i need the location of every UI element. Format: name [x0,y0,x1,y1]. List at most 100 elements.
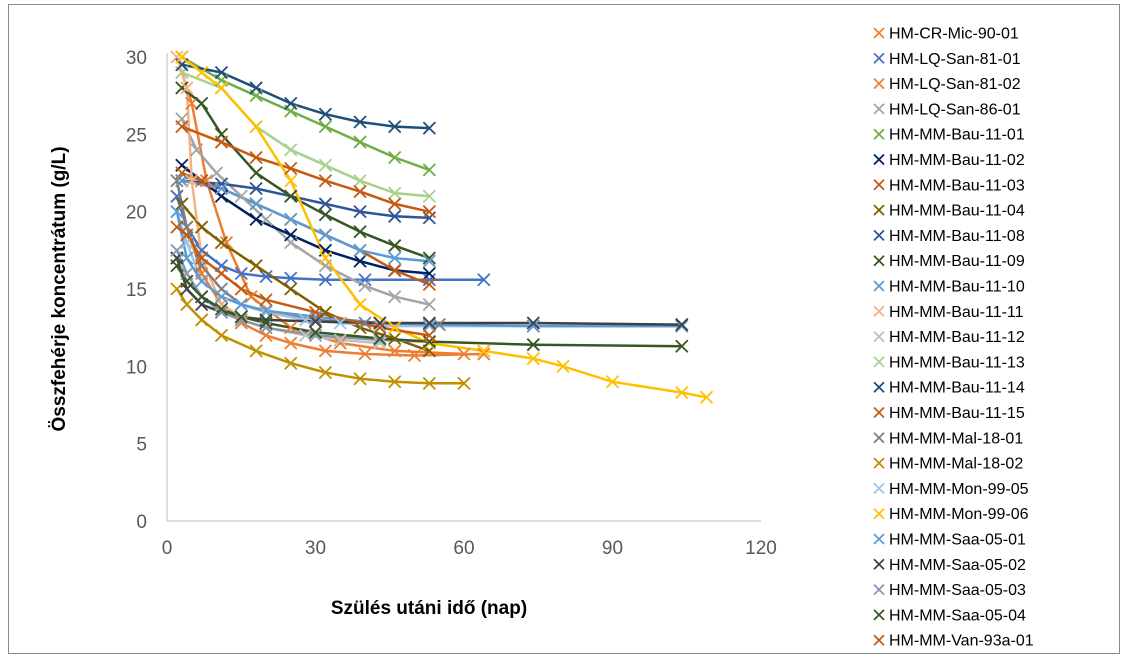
legend-label: HM-MM-Bau-11-10 [889,279,1025,296]
data-point [308,325,323,339]
data-point [422,121,436,135]
data-point [185,96,199,111]
data-point [353,174,367,188]
data-point [318,344,333,358]
legend-marker [873,27,885,39]
data-point [333,333,347,347]
data-point [422,297,436,312]
x-axis-title: Szülés utáni idő (nap) [331,598,527,619]
data-point [373,333,387,347]
data-point [605,375,620,389]
data-point [373,319,387,333]
legend-marker [873,179,885,191]
plot-markers [170,50,714,404]
data-point [353,225,367,239]
data-point [318,197,333,211]
legend-label: HM-LQ-San-86-01 [889,101,1021,118]
legend-label: HM-MM-Saa-05-03 [889,582,1026,599]
data-point [259,304,273,318]
data-point [457,376,471,390]
chart-frame: 0 30 60 90 120 0 5 10 15 20 25 30 Szülés utáni idő … [8,4,1120,654]
data-point [170,205,184,219]
legend-item: HM-MM-Saa-05-04 [873,607,1026,624]
legend-item: HM-MM-Saa-05-01 [873,532,1026,549]
legend-marker [873,406,885,419]
data-point [422,277,436,291]
data-point [259,269,273,284]
data-point [422,189,436,203]
data-point [249,181,263,196]
data-point [318,208,333,222]
legend-marker [873,457,885,469]
legend-label: HM-MM-Bau-11-04 [889,203,1025,220]
legend-item: HM-MM-Bau-11-12 [873,329,1025,346]
data-point [526,319,540,333]
data-point [209,166,224,180]
data-point [170,220,184,234]
data-point [234,316,248,330]
legend-marker [873,229,885,242]
data-point [358,347,372,361]
data-point [333,336,347,350]
data-point [249,259,263,273]
data-point [422,163,436,177]
data-point [353,205,367,219]
data-point [318,228,333,242]
legend-label: HM-LQ-San-81-02 [889,76,1021,93]
data-point [422,316,436,330]
legend-item: HM-MM-Saa-05-03 [873,582,1026,599]
data-point [180,251,194,265]
data-point [318,174,333,188]
legend-item: HM-MM-Bau-11-11 [873,304,1024,321]
data-point [195,65,209,80]
legend-marker [873,77,885,90]
data-point [284,212,298,227]
legend-marker [873,128,885,140]
y-tick-label: 15 [126,280,147,301]
data-point [298,328,313,343]
data-point [284,174,298,188]
legend-label: HM-MM-Mon-99-05 [889,481,1029,498]
data-point [214,302,229,316]
data-point [422,205,436,219]
legend-marker [873,305,885,317]
data-point [244,290,258,304]
legend-marker [873,508,885,520]
data-point [699,390,714,404]
data-point [353,243,367,257]
data-point [284,321,298,335]
data-point [388,344,402,358]
data-point [308,328,323,343]
data-point [175,81,189,95]
data-point [249,212,263,227]
data-point [195,220,209,234]
line-chart: 0 30 60 90 120 0 5 10 15 20 25 30 Szülés utáni idő … [49,26,1034,650]
legend-marker [873,533,885,545]
series-line [181,125,430,213]
data-point [185,174,199,188]
data-point [353,297,367,312]
data-point [675,317,689,332]
legend-item: HM-MM-Bau-11-15 [873,405,1025,422]
series-line [181,179,430,220]
legend-label: HM-MM-Saa-05-04 [889,607,1026,624]
legend-item: HM-MM-Saa-05-02 [873,557,1026,574]
data-point [175,119,189,134]
legend-label: HM-MM-Bau-11-08 [889,228,1025,245]
data-point [422,251,436,265]
data-point [214,181,229,196]
data-point [175,50,189,64]
data-point [199,174,214,188]
legend-marker [873,558,885,570]
data-point [175,197,189,211]
data-point [284,228,298,242]
data-point [195,174,209,188]
legend-marker [873,482,885,495]
data-point [388,290,402,304]
data-point [388,150,402,165]
data-point [373,331,387,346]
y-tick-label: 25 [126,125,147,146]
data-point [284,282,298,296]
legend-label: HM-MM-Bau-11-03 [889,177,1025,194]
data-point [170,243,184,257]
